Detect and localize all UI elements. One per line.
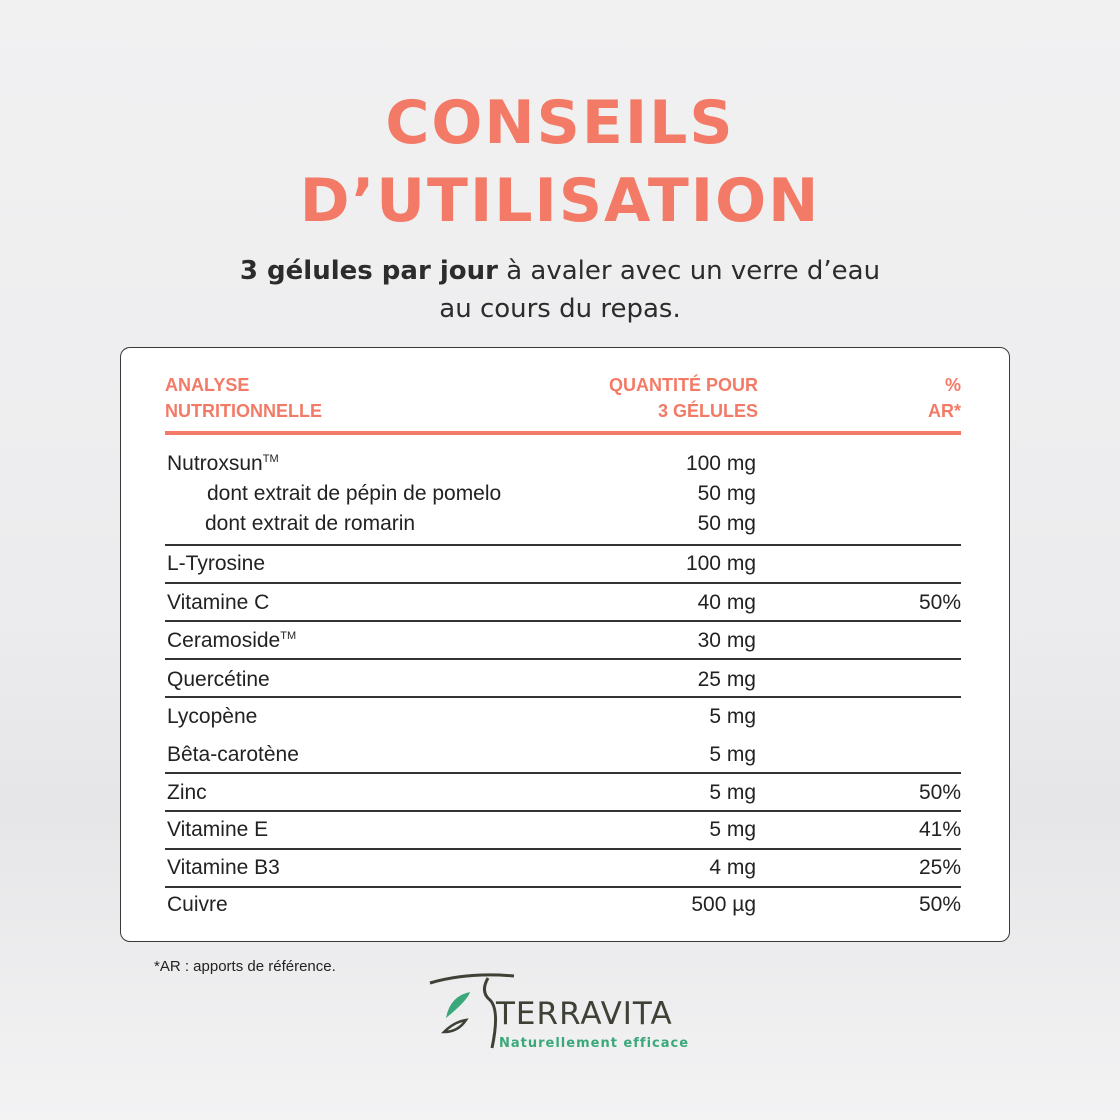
row-divider: [165, 886, 961, 888]
table-row-ar: 50%: [918, 781, 961, 804]
table-row-name: Bêta-carotène: [167, 743, 299, 766]
row-divider: [165, 582, 961, 584]
table-row-ar: 50%: [918, 893, 961, 916]
table-row-name: NutroxsunTM: [167, 452, 279, 476]
table-row-name: Cuivre: [167, 893, 228, 916]
dosage-bold: 3 gélules par jour: [239, 256, 498, 286]
trademark-mark: TM: [262, 453, 279, 465]
page-title: CONSEILS D’UTILISATION: [0, 84, 1120, 240]
table-row-qty: 5 mg: [709, 818, 756, 841]
header-ar-line-1: %: [944, 375, 961, 395]
header-analysis-line-2: NUTRITIONNELLE: [165, 401, 322, 421]
title-line-1: CONSEILS: [385, 88, 735, 158]
header-quantity-line-2: 3 GÉLULES: [657, 401, 758, 421]
table-row-name: dont extrait de pépin de pomelo: [207, 482, 502, 505]
trademark-mark: TM: [280, 630, 297, 642]
brand-name: TERRAVITA: [496, 996, 673, 1032]
brand-tagline: Naturellement efficace: [499, 1036, 690, 1051]
row-label: Ceramoside: [167, 629, 281, 652]
table-row-name: Vitamine B3: [167, 856, 280, 879]
table-row-qty: 40 mg: [697, 591, 756, 614]
table-row-ar: 50%: [918, 591, 961, 614]
table-row-name: Zinc: [167, 781, 207, 804]
table-row-qty: 100 mg: [685, 552, 756, 575]
table-row-qty: 30 mg: [697, 629, 756, 652]
usage-instructions: 3 gélules par jour à avaler avec un verr…: [0, 252, 1120, 328]
table-row-qty: 25 mg: [697, 668, 756, 691]
row-divider: [165, 658, 961, 660]
table-row-qty: 4 mg: [709, 856, 756, 879]
dosage-line-2: au cours du repas.: [439, 294, 681, 324]
table-row-qty: 50 mg: [697, 482, 756, 505]
table-row-ar: 41%: [918, 818, 961, 841]
table-row-name: Vitamine E: [167, 818, 269, 841]
table-row-name: CeramosideTM: [167, 629, 296, 653]
header-divider: [165, 431, 961, 435]
row-label: Nutroxsun: [167, 452, 263, 475]
table-row-ar: 25%: [918, 856, 961, 879]
header-quantity: QUANTITÉ POUR 3 GÉLULES: [561, 372, 758, 424]
row-divider: [165, 772, 961, 774]
header-analysis-line-1: ANALYSE: [165, 375, 250, 395]
table-row-qty: 100 mg: [685, 452, 756, 475]
table-row-qty: 500 µg: [691, 893, 756, 916]
table-row-name: dont extrait de romarin: [205, 512, 416, 535]
table-row-qty: 5 mg: [709, 705, 756, 728]
table-row-name: L-Tyrosine: [167, 552, 266, 575]
row-divider: [165, 848, 961, 850]
header-ar-line-2: AR*: [927, 401, 961, 421]
table-row-qty: 5 mg: [709, 743, 756, 766]
row-divider: [165, 810, 961, 812]
header-ar: % AR*: [861, 372, 961, 424]
table-row-name: Lycopène: [167, 705, 258, 728]
row-divider: [165, 544, 961, 546]
table-row-qty: 50 mg: [697, 512, 756, 535]
nutrition-table-card: ANALYSE NUTRITIONNELLE QUANTITÉ POUR 3 G…: [120, 347, 1010, 942]
table-row-name: Quercétine: [167, 668, 270, 691]
footnote: *AR : apports de référence.: [154, 958, 336, 975]
header-analysis: ANALYSE NUTRITIONNELLE: [165, 372, 322, 424]
terravita-logo-icon: [429, 973, 515, 1049]
dosage-rest: à avaler avec un verre d’eau: [497, 256, 881, 286]
table-row-name: Vitamine C: [167, 591, 270, 614]
row-divider: [165, 696, 961, 698]
table-row-qty: 5 mg: [709, 781, 756, 804]
header-quantity-line-1: QUANTITÉ POUR: [608, 375, 758, 395]
title-line-2: D’UTILISATION: [299, 166, 821, 236]
row-divider: [165, 620, 961, 622]
